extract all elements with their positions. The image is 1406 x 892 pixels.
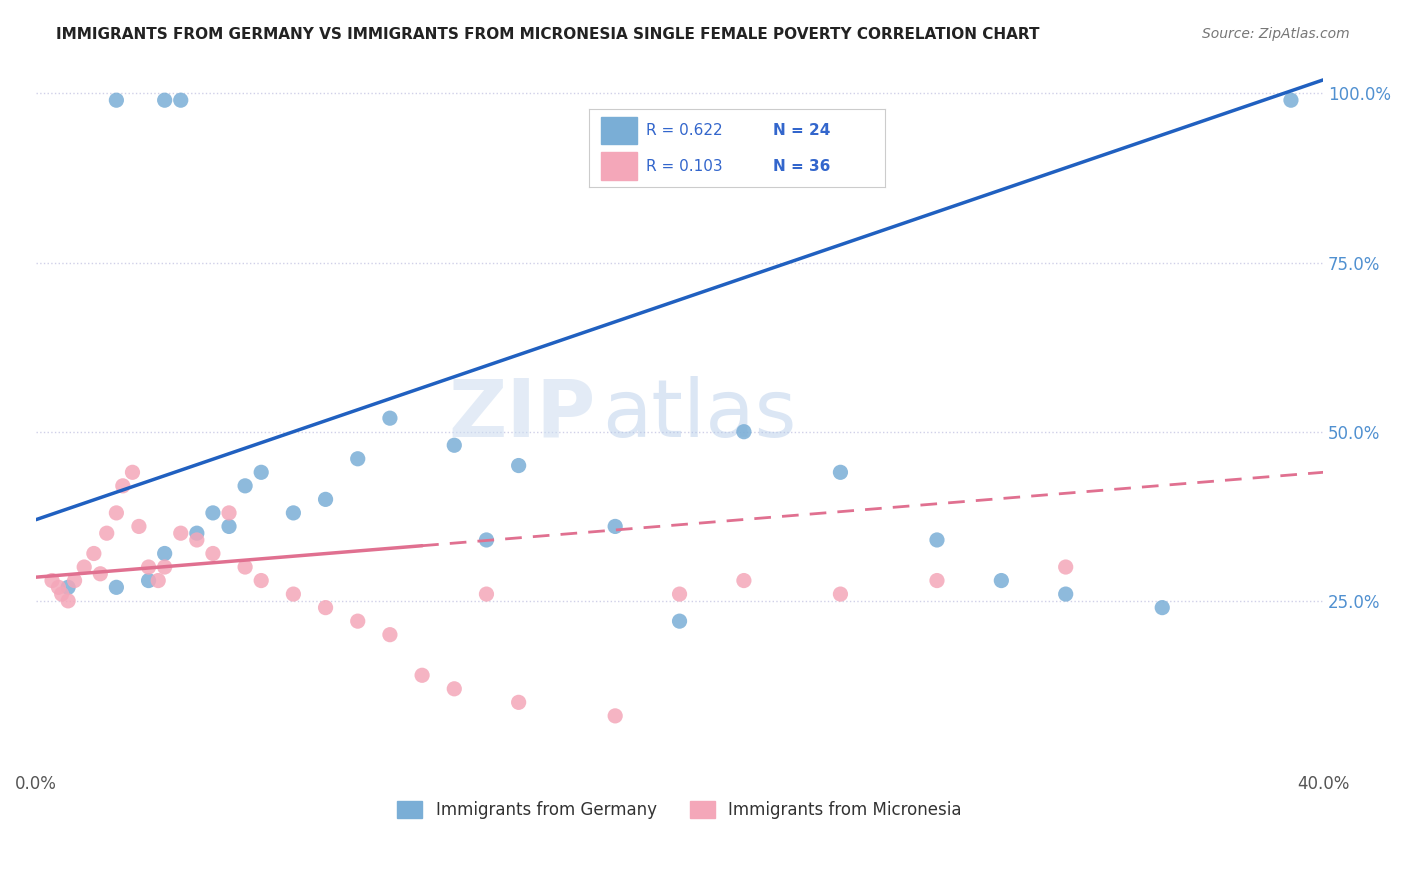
Point (443, 438, 465, 452)
Point (153, 547, 176, 561)
Point (508, 695, 530, 709)
Point (73, 560, 96, 574)
Point (121, 465, 143, 479)
Point (475, 533, 498, 547)
Point (733, 425, 755, 439)
Point (1054, 560, 1077, 574)
Point (250, 574, 273, 588)
Point (56, 594, 79, 608)
Point (605, 519, 627, 533)
Point (105, 93, 128, 107)
Point (218, 519, 240, 533)
Point (201, 506, 224, 520)
Point (475, 587, 498, 601)
Point (170, 526, 193, 541)
Point (51, 587, 73, 601)
Point (186, 533, 208, 547)
Legend: Immigrants from Germany, Immigrants from Micronesia: Immigrants from Germany, Immigrants from… (391, 794, 969, 826)
Point (283, 506, 305, 520)
Point (283, 587, 305, 601)
Text: atlas: atlas (602, 376, 797, 454)
Point (990, 574, 1012, 588)
Point (111, 479, 134, 493)
Point (443, 681, 465, 696)
Point (48, 580, 70, 594)
Point (668, 587, 690, 601)
Point (201, 547, 224, 561)
Point (378, 411, 401, 425)
Point (83, 547, 105, 561)
Point (233, 560, 256, 574)
Point (830, 587, 852, 601)
Point (170, 93, 193, 107)
Text: ZIP: ZIP (449, 376, 596, 454)
Point (925, 533, 948, 547)
Point (1279, 93, 1302, 107)
Point (89, 566, 111, 581)
Point (105, 506, 128, 520)
Text: Source: ZipAtlas.com: Source: ZipAtlas.com (1202, 27, 1350, 41)
Point (153, 93, 176, 107)
Point (186, 526, 208, 541)
Point (138, 574, 160, 588)
Point (41, 574, 63, 588)
Point (411, 668, 433, 682)
Point (56, 580, 79, 594)
Point (315, 492, 337, 507)
Point (148, 574, 170, 588)
Point (233, 479, 256, 493)
Point (153, 560, 176, 574)
Text: IMMIGRANTS FROM GERMANY VS IMMIGRANTS FROM MICRONESIA SINGLE FEMALE POVERTY CORR: IMMIGRANTS FROM GERMANY VS IMMIGRANTS FR… (56, 27, 1040, 42)
Point (1152, 600, 1174, 615)
Point (508, 458, 530, 473)
Point (346, 614, 368, 628)
Point (830, 465, 852, 479)
Point (733, 574, 755, 588)
Point (315, 600, 337, 615)
Point (925, 574, 948, 588)
Point (138, 560, 160, 574)
Point (346, 451, 368, 466)
Point (218, 506, 240, 520)
Point (1054, 587, 1077, 601)
Point (378, 628, 401, 642)
Point (668, 614, 690, 628)
Point (605, 709, 627, 723)
Point (63, 574, 86, 588)
Point (250, 465, 273, 479)
Point (105, 580, 128, 594)
Point (96, 526, 118, 541)
Point (128, 519, 150, 533)
